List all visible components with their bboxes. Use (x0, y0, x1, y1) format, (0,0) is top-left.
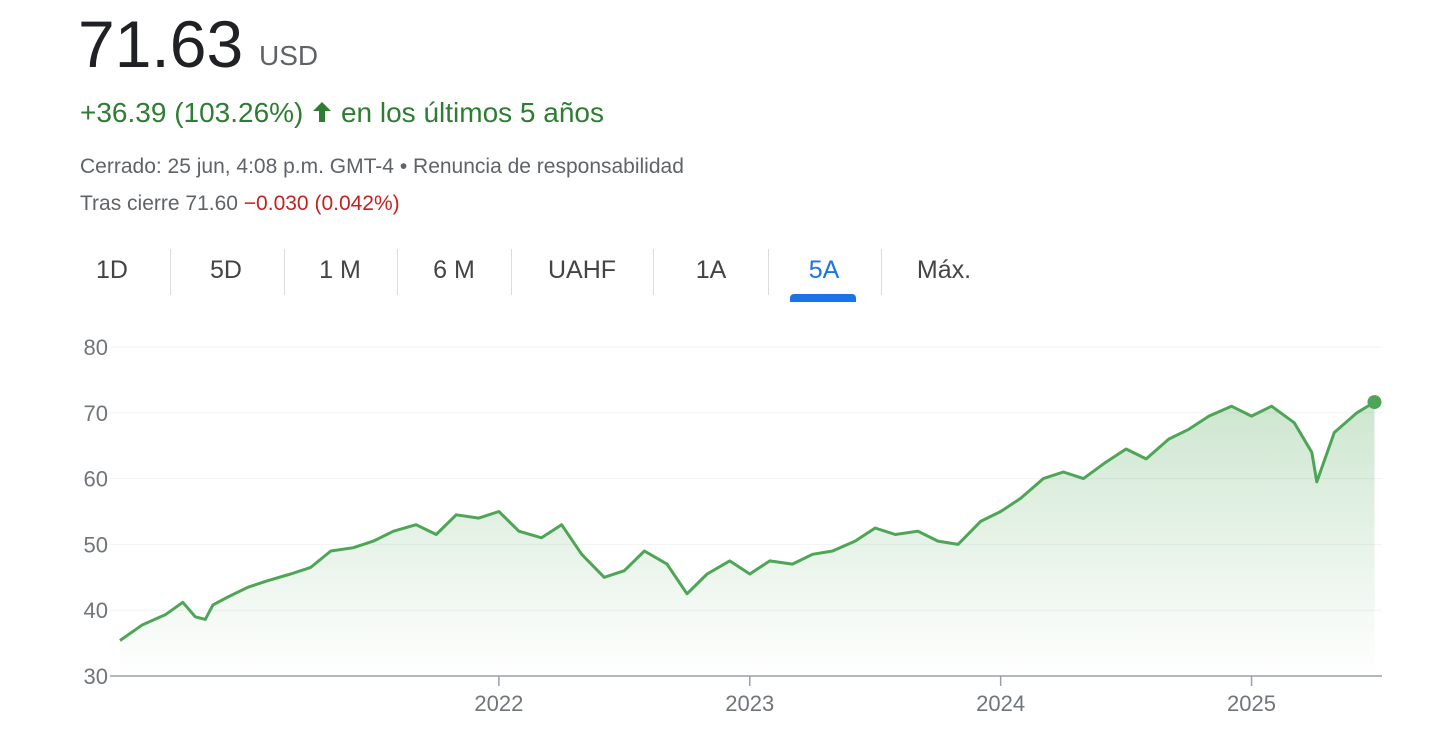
y-tick-label: 60 (84, 467, 108, 492)
status-line: Cerrado: 25 jun, 4:08 p.m. GMT-4 • Renun… (80, 155, 684, 179)
tab[interactable]: 1D (96, 256, 128, 284)
tab-separator (397, 249, 398, 295)
tab[interactable]: 6 M (433, 256, 475, 284)
x-tick-label: 2023 (725, 691, 774, 716)
x-tick-label: 2024 (976, 691, 1025, 716)
tab[interactable]: 1 M (319, 256, 361, 284)
tab-separator (284, 249, 285, 295)
tab[interactable]: 1A (695, 256, 727, 284)
period: en los últimos 5 años (340, 97, 604, 128)
tab[interactable]: Máx. (916, 256, 972, 284)
tab[interactable]: 5A (808, 256, 840, 284)
y-tick-label: 80 (84, 335, 108, 360)
change: +36.39 (103.26%) (80, 97, 304, 128)
tab[interactable]: UAHF (547, 256, 617, 284)
price: 71.63 (78, 7, 244, 81)
area (120, 402, 1375, 676)
tab-separator (881, 249, 882, 295)
currency: USD (259, 40, 319, 71)
closed: Cerrado: 25 jun, 4:08 p.m. GMT-4 (80, 155, 394, 178)
tab-separator (511, 249, 512, 295)
line (119, 400, 1376, 642)
y-tick-label: 40 (84, 598, 108, 623)
x-tick-label: 2025 (1227, 691, 1276, 716)
after-hours-change: −0.030 (0.042%) (243, 192, 400, 215)
y-tick-label: 30 (84, 664, 108, 689)
after-hours-line: Tras cierre 71.60 −0.030 (0.042%) (80, 192, 400, 216)
separator: • (399, 155, 408, 178)
y-tick-label: 70 (84, 401, 108, 426)
end-point (1367, 395, 1382, 410)
tab[interactable]: 5D (210, 256, 242, 284)
tab-separator (170, 249, 171, 295)
y-tick-label: 50 (84, 532, 108, 557)
active-tab-indicator (790, 294, 856, 302)
tab-separator (768, 249, 769, 295)
change-line: +36.39 (103.26%) en los últimos 5 años (80, 97, 604, 129)
tab-separator (653, 249, 654, 295)
disclaimer[interactable]: Renuncia de responsabilidad (413, 155, 684, 178)
after-hours: Tras cierre 71.60 (80, 192, 238, 215)
up-arrow (313, 102, 332, 122)
x-tick-label: 2022 (474, 691, 523, 716)
